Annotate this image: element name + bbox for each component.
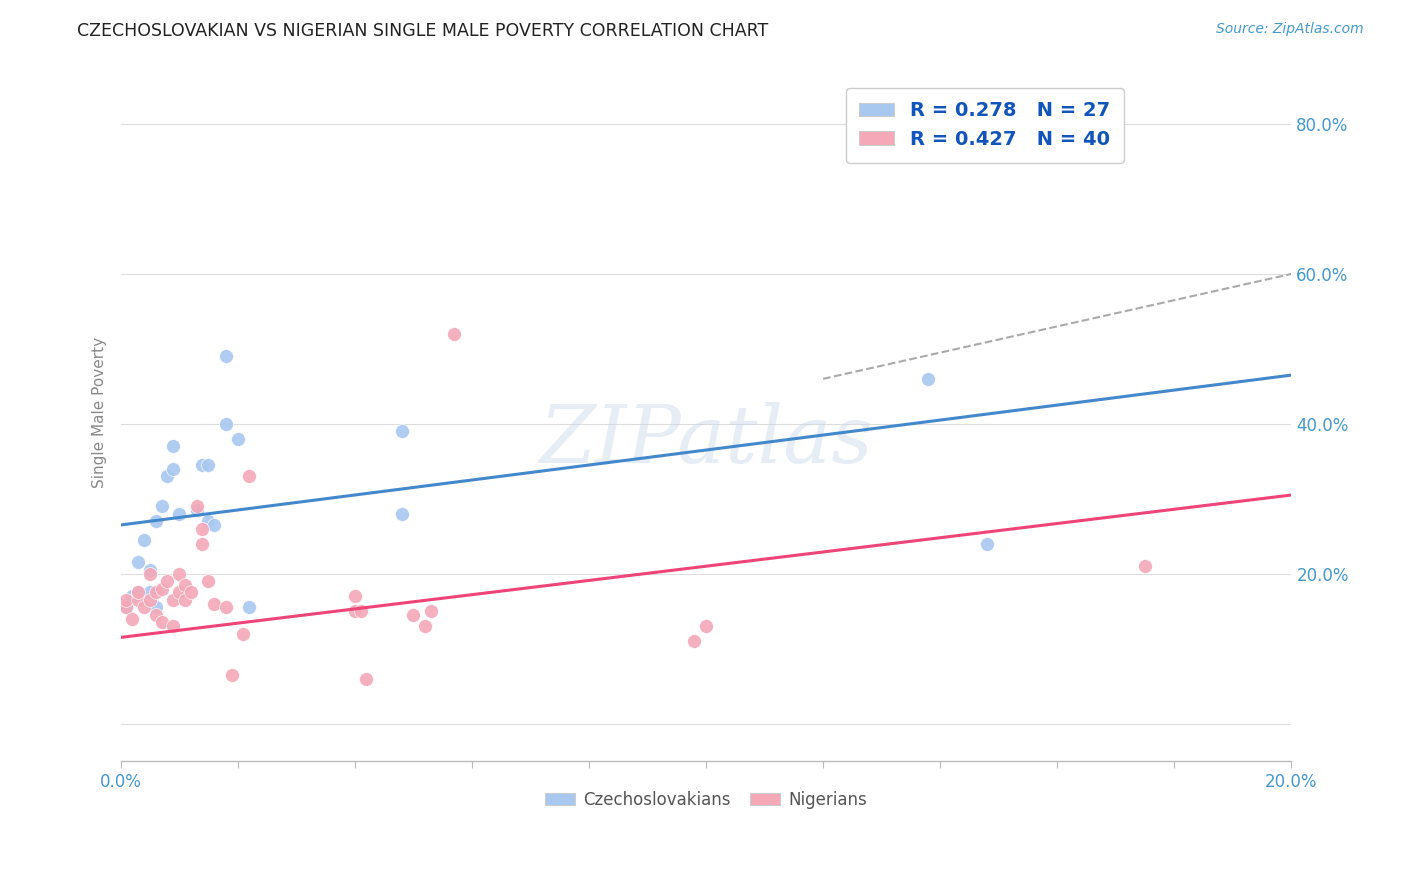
Point [150, 500, 173, 514]
Point [127, 585, 149, 599]
Point [174, 578, 197, 592]
Point [139, 585, 162, 599]
Point [976, 537, 998, 551]
Legend: Czechoslovakians, Nigerians: Czechoslovakians, Nigerians [538, 784, 875, 815]
Point [191, 537, 214, 551]
Point [180, 585, 202, 599]
Point [139, 563, 162, 577]
Point [167, 585, 190, 599]
Point [132, 600, 155, 615]
Point [162, 439, 184, 453]
Point [202, 597, 225, 611]
Point [156, 574, 179, 589]
Point [917, 372, 939, 386]
Point [238, 600, 260, 615]
Point [167, 507, 190, 521]
Point [419, 604, 441, 618]
Point [1133, 559, 1156, 574]
Point [167, 566, 190, 581]
Point [174, 593, 197, 607]
Point [232, 626, 254, 640]
Point [226, 432, 249, 446]
Point [191, 458, 214, 472]
Point [127, 585, 149, 599]
Point [162, 619, 184, 633]
Point [145, 607, 167, 622]
Point [127, 593, 149, 607]
Text: Source: ZipAtlas.com: Source: ZipAtlas.com [1216, 22, 1364, 37]
Point [683, 634, 706, 648]
Point [197, 514, 219, 528]
Point [356, 672, 378, 686]
Point [121, 612, 143, 626]
Point [343, 589, 366, 603]
Y-axis label: Single Male Poverty: Single Male Poverty [93, 337, 107, 488]
Point [115, 600, 138, 615]
Point [215, 417, 238, 431]
Point [202, 518, 225, 533]
Point [391, 507, 413, 521]
Point [186, 500, 208, 514]
Point [139, 566, 162, 581]
Point [197, 574, 219, 589]
Point [115, 593, 138, 607]
Point [156, 469, 179, 483]
Point [127, 556, 149, 570]
Point [238, 469, 260, 483]
Point [121, 589, 143, 603]
Point [150, 615, 173, 630]
Point [139, 593, 162, 607]
Point [162, 462, 184, 476]
Point [145, 514, 167, 528]
Point [413, 619, 436, 633]
Point [186, 503, 208, 517]
Point [215, 350, 238, 364]
Point [191, 522, 214, 536]
Point [695, 619, 717, 633]
Point [349, 604, 371, 618]
Point [145, 600, 167, 615]
Point [150, 582, 173, 596]
Point [221, 668, 243, 682]
Point [343, 604, 366, 618]
Text: ZIPatlas: ZIPatlas [540, 401, 873, 479]
Point [215, 600, 238, 615]
Point [402, 607, 425, 622]
Point [145, 585, 167, 599]
Text: CZECHOSLOVAKIAN VS NIGERIAN SINGLE MALE POVERTY CORRELATION CHART: CZECHOSLOVAKIAN VS NIGERIAN SINGLE MALE … [77, 22, 769, 40]
Point [132, 533, 155, 547]
Point [115, 600, 138, 615]
Point [391, 425, 413, 439]
Point [197, 458, 219, 472]
Point [443, 326, 465, 341]
Point [162, 593, 184, 607]
